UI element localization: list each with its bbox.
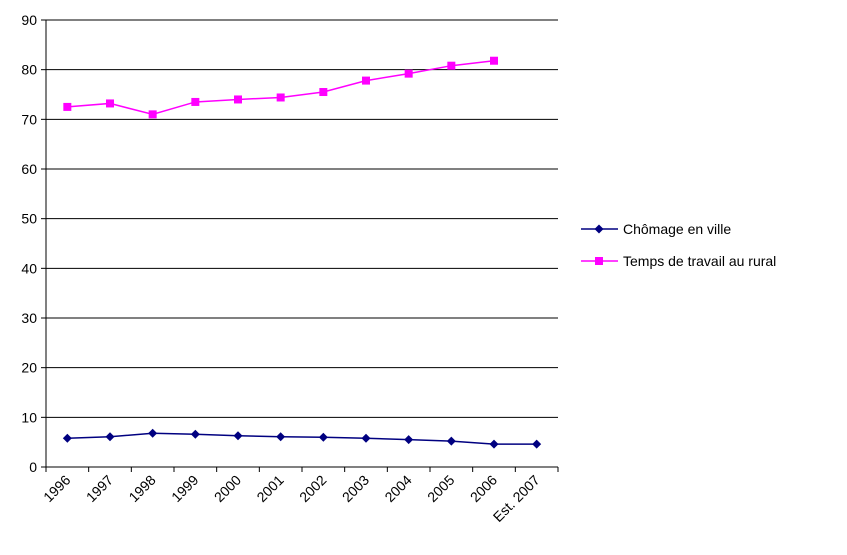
y-tick-label: 90	[21, 12, 37, 28]
x-tick-labels: 1996 1997 1998 1999 2000 2001 2002 2003 2004 2005…	[40, 472, 543, 525]
data-point	[148, 428, 158, 438]
x-tick-label: 2001	[253, 472, 286, 505]
data-point	[532, 439, 542, 449]
data-point	[318, 432, 328, 442]
data-point	[404, 69, 413, 78]
gridlines	[46, 19, 558, 418]
legend-label: Temps de travail au rural	[623, 253, 776, 269]
data-point	[276, 432, 286, 442]
legend-entry: Chômage en ville	[581, 221, 731, 237]
data-point	[446, 436, 456, 446]
data-point	[234, 95, 242, 104]
legend-label: Chômage en ville	[623, 221, 731, 237]
x-tick-label: 2003	[339, 472, 372, 505]
x-tick-label: 2004	[381, 472, 414, 505]
y-tick-label: 20	[21, 360, 37, 376]
data-point	[190, 429, 200, 439]
x-tick-label: 1998	[125, 472, 158, 505]
y-tick-label: 50	[21, 211, 37, 227]
legend-entry: Temps de travail au rural	[581, 253, 776, 269]
series-2	[63, 56, 498, 119]
x-tick-label: 1999	[168, 472, 201, 505]
data-point	[276, 93, 285, 102]
x-tick-label: 1997	[83, 472, 116, 505]
data-point	[594, 224, 604, 234]
data-point	[595, 257, 603, 265]
data-point	[106, 99, 114, 108]
data-point	[191, 97, 200, 106]
data-point	[362, 76, 370, 85]
data-point	[62, 433, 72, 443]
series-group	[62, 56, 542, 449]
series-line	[67, 59, 495, 116]
y-tick-label: 70	[21, 111, 37, 127]
y-tick-label: 80	[21, 62, 37, 78]
x-tick-label: 2006	[467, 472, 500, 505]
data-point	[361, 433, 371, 443]
data-point	[490, 56, 498, 65]
x-tick-label: 2002	[296, 472, 329, 505]
series-line	[67, 432, 537, 445]
y-tick-labels: 0 10 20 30 40 50 60 70 80 90	[21, 12, 37, 475]
x-tick-label: 2005	[424, 472, 457, 505]
y-tick-label: 30	[21, 310, 37, 326]
x-tick-label: 2000	[211, 472, 244, 505]
y-tick-label: 60	[21, 161, 37, 177]
x-tick-label: Est. 2007	[490, 472, 543, 525]
x-tick-label: 1996	[40, 472, 73, 505]
data-point	[404, 435, 414, 445]
data-point	[233, 431, 243, 441]
data-point	[447, 61, 456, 70]
data-point	[63, 102, 72, 111]
axes	[41, 19, 559, 472]
data-point	[319, 88, 328, 97]
y-tick-label: 40	[21, 260, 37, 276]
legend: Chômage en ville Temps de travail au rura…	[581, 221, 776, 269]
series-1	[62, 428, 542, 449]
data-point	[489, 439, 499, 449]
data-point	[105, 432, 115, 442]
y-tick-label: 10	[21, 409, 37, 425]
data-point	[148, 110, 157, 119]
y-tick-label: 0	[29, 459, 37, 475]
